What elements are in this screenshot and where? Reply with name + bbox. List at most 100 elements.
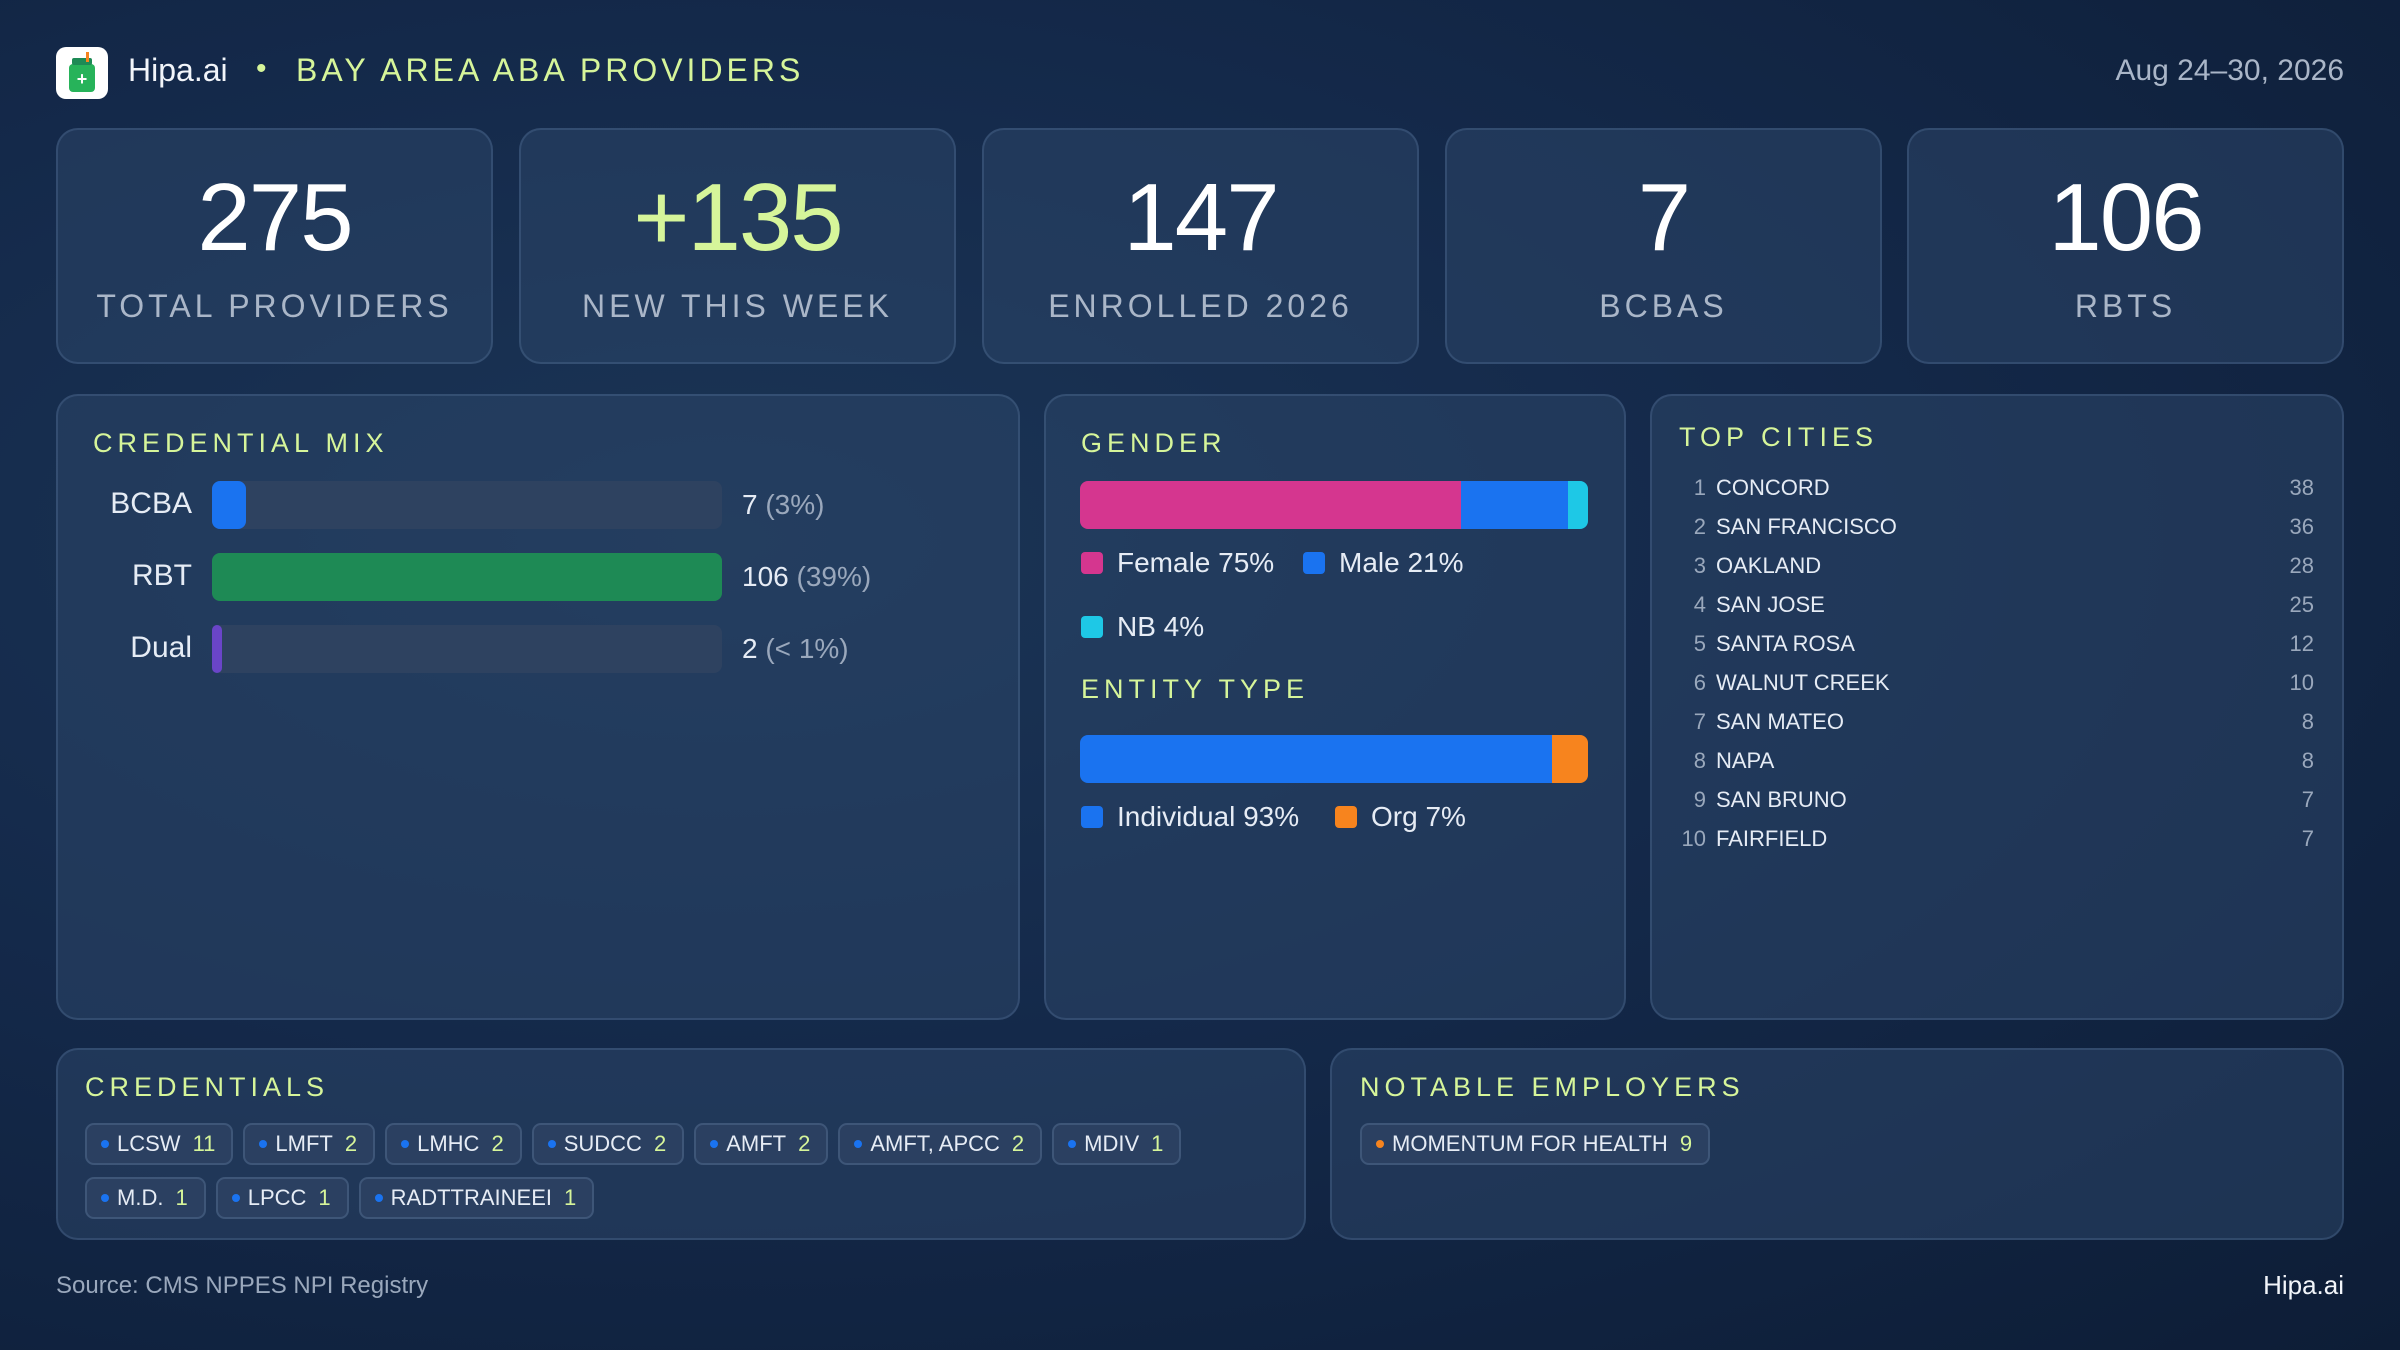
stat-label: NEW THIS WEEK	[582, 288, 893, 324]
stat-value: 7	[1637, 164, 1691, 271]
gender-segment-male	[1461, 481, 1568, 529]
stat-label: ENROLLED 2026	[1048, 288, 1353, 324]
legend-org: Org 7%	[1335, 801, 1466, 833]
chip-count: 2	[1011, 1131, 1025, 1156]
cm-value-dual: 2 (< 1%)	[742, 633, 849, 664]
top-cities-title: TOP CITIES	[1679, 422, 1879, 452]
city-row: 2 SAN FRANCISCO 36	[1674, 514, 2314, 553]
stat-value: 275	[197, 164, 353, 271]
city-count: 10	[2289, 670, 2314, 695]
chip-count: 9	[1679, 1131, 1693, 1156]
cm-label-rbt: RBT	[132, 559, 192, 592]
credential-chip: MDIV 1	[1052, 1123, 1182, 1165]
city-count: 7	[2301, 826, 2314, 851]
city-name: SAN JOSE	[1716, 592, 1825, 617]
brand-name: Hipa.ai	[128, 52, 228, 88]
chip-name: AMFT, APCC	[870, 1131, 1000, 1156]
stat-label: TOTAL PROVIDERS	[96, 288, 453, 324]
chip-count: 11	[192, 1131, 216, 1156]
chip-count: 1	[564, 1185, 577, 1210]
employer-chip: MOMENTUM FOR HEALTH 9	[1360, 1123, 1711, 1165]
city-row: 7 SAN MATEO 8	[1674, 709, 2314, 748]
city-name: CONCORD	[1716, 475, 1830, 500]
city-row: 10 FAIRFIELD 7	[1674, 826, 2314, 865]
credentials-chip-list: LCSW 11 LMFT 2 LMHC 2 SUDCC 2 AMFT 2 AMFT, APCC 2 MD…	[85, 1123, 1285, 1219]
cm-track-bcba	[212, 481, 722, 529]
credential-chip: AMFT, APCC 2	[838, 1123, 1043, 1165]
cm-label-bcba: BCBA	[110, 487, 192, 520]
title-separator: •	[256, 52, 267, 85]
credentials-title: CREDENTIALS	[85, 1072, 330, 1102]
city-rank: 6	[1693, 670, 1706, 695]
chip-count: 1	[175, 1185, 188, 1210]
chip-name: RADTTRAINEEI	[390, 1185, 552, 1210]
stat-value: 106	[2048, 164, 2204, 271]
city-rank: 2	[1693, 514, 1706, 539]
city-row: 6 WALNUT CREEK 10	[1674, 670, 2314, 709]
city-name: SAN MATEO	[1716, 709, 1844, 734]
svg-text:+: +	[77, 69, 88, 89]
city-rank: 3	[1693, 553, 1706, 578]
cm-track-dual	[212, 625, 722, 673]
city-row: 1 CONCORD 38	[1674, 475, 2314, 514]
city-count: 36	[2289, 514, 2314, 539]
cm-bar-bcba	[212, 481, 246, 529]
city-row: 5 SANTA ROSA 12	[1674, 631, 2314, 670]
chip-dot-icon	[231, 1194, 240, 1202]
credential-chip: LPCC 1	[215, 1177, 349, 1219]
chip-name: LMFT	[275, 1131, 333, 1156]
chip-count: 2	[491, 1131, 504, 1156]
cm-track-rbt	[212, 553, 722, 601]
chip-name: LMHC	[417, 1131, 480, 1156]
cm-value-bcba: 7 (3%)	[742, 489, 825, 520]
city-rank: 5	[1693, 631, 1706, 656]
city-name: SANTA ROSA	[1716, 631, 1855, 656]
credential-chip: M.D. 1	[85, 1177, 206, 1219]
entity-segment-individual	[1080, 735, 1553, 783]
legend-swatch-female	[1081, 552, 1103, 574]
city-count: 38	[2289, 475, 2314, 500]
chip-dot-icon	[374, 1194, 383, 1202]
chip-count: 2	[344, 1131, 358, 1156]
city-rank: 8	[1693, 748, 1706, 773]
legend-swatch-male	[1303, 552, 1325, 574]
stat-card-rbts: 106 RBTS	[1907, 128, 2344, 364]
cup-icon: +	[69, 52, 95, 92]
source-note: Source: CMS NPPES NPI Registry	[56, 1272, 429, 1299]
legend-male: Male 21%	[1303, 547, 1464, 579]
chip-name: MDIV	[1084, 1131, 1140, 1156]
city-count: 8	[2301, 748, 2314, 773]
chip-name: AMFT	[726, 1131, 787, 1156]
city-rank: 7	[1693, 709, 1706, 734]
city-row: 8 NAPA 8	[1674, 748, 2314, 787]
city-row: 4 SAN JOSE 25	[1674, 592, 2314, 631]
stat-card-total-providers: 275 TOTAL PROVIDERS	[56, 128, 493, 364]
chip-name: SUDCC	[563, 1131, 642, 1156]
chip-count: 1	[1151, 1131, 1164, 1156]
chip-name: LCSW	[117, 1131, 181, 1156]
legend-swatch-nb	[1081, 616, 1103, 638]
legend-swatch-org	[1335, 806, 1357, 828]
cm-bar-dual	[212, 625, 222, 673]
footer-brand: Hipa.ai	[2263, 1270, 2344, 1300]
legend-female: Female 75%	[1081, 547, 1274, 579]
credential-chip: LCSW 11	[85, 1123, 234, 1165]
cm-value-rbt: 106 (39%)	[742, 561, 872, 592]
chip-name: M.D.	[117, 1185, 164, 1210]
credential-chip: SUDCC 2	[531, 1123, 685, 1165]
city-row: 9 SAN BRUNO 7	[1674, 787, 2314, 826]
chip-name: MOMENTUM FOR HEALTH	[1392, 1131, 1668, 1156]
city-count: 12	[2289, 631, 2314, 656]
chip-dot-icon	[710, 1140, 719, 1148]
gender-segment-female	[1080, 481, 1461, 529]
stat-label: BCBAS	[1599, 288, 1728, 324]
top-cities-panel	[1650, 394, 2344, 1020]
report-title: BAY AREA ABA PROVIDERS	[296, 52, 805, 88]
cm-label-dual: Dual	[130, 631, 192, 664]
stat-card-new-this-week: +135 NEW THIS WEEK	[519, 128, 956, 364]
city-row: 3 OAKLAND 28	[1674, 553, 2314, 592]
legend-individual: Individual 93%	[1081, 801, 1299, 833]
stat-value: 147	[1123, 164, 1279, 271]
city-rank: 4	[1693, 592, 1706, 617]
entity-segment-org	[1552, 735, 1588, 783]
